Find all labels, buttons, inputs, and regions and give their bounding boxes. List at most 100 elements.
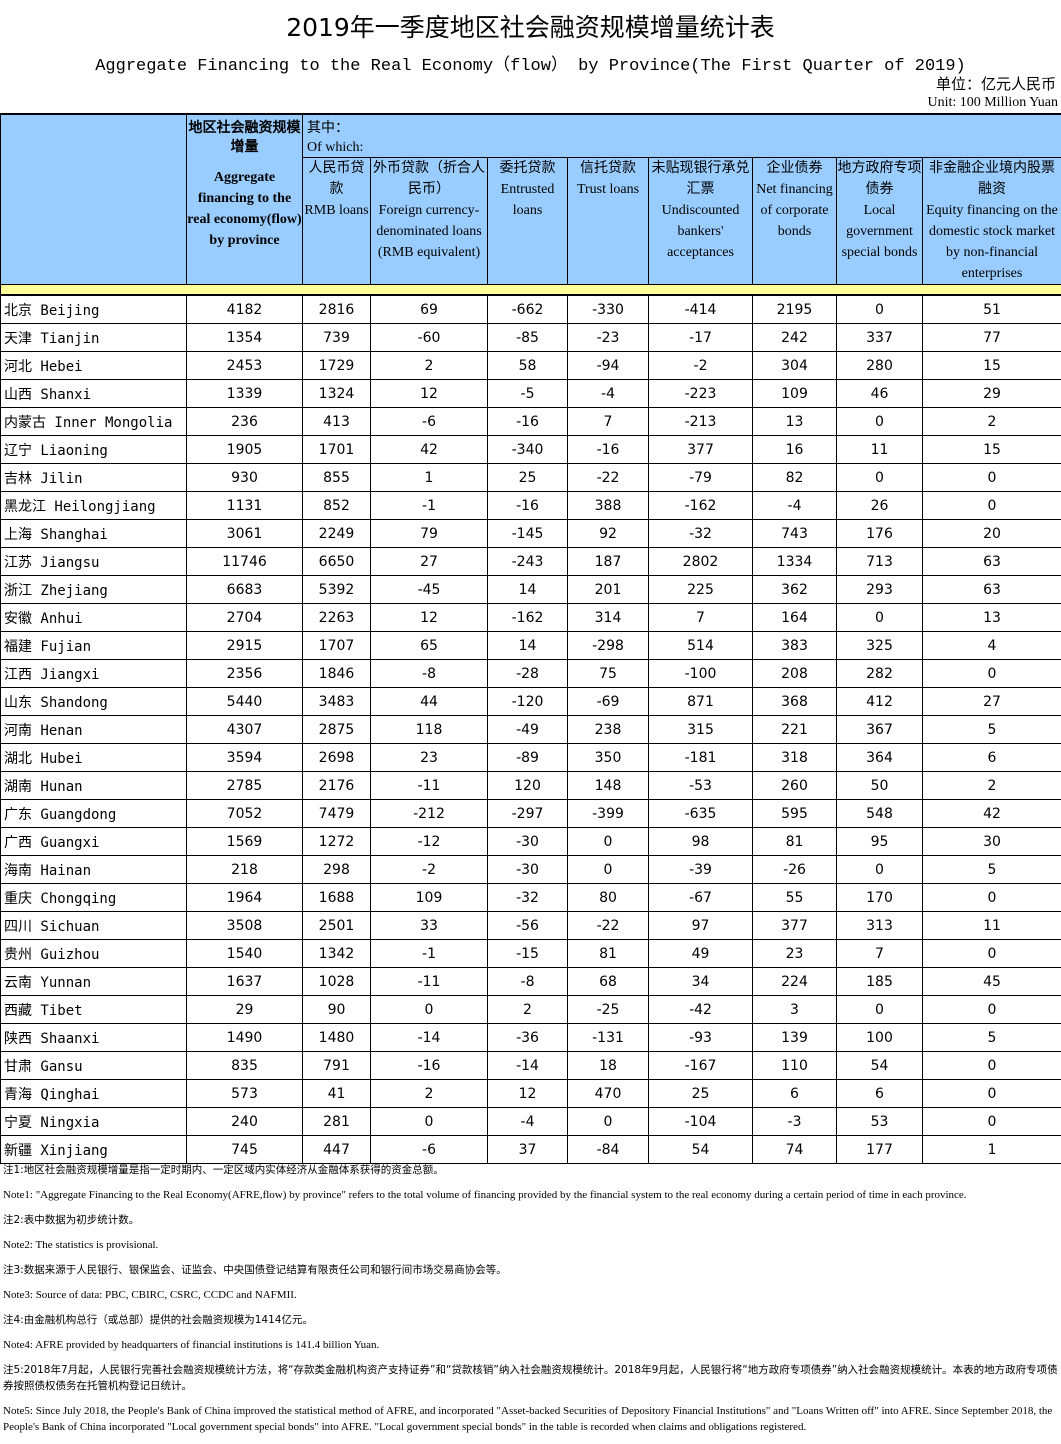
value-cell: 1637 xyxy=(187,968,303,996)
value-cell: -42 xyxy=(649,996,753,1024)
value-cell: 81 xyxy=(568,940,649,968)
value-cell: 1540 xyxy=(187,940,303,968)
value-cell: 470 xyxy=(568,1080,649,1108)
value-cell: 221 xyxy=(753,716,837,744)
value-cell: 13 xyxy=(753,408,837,436)
value-cell: 1 xyxy=(371,464,488,492)
value-cell: -85 xyxy=(488,324,568,352)
value-cell: 3 xyxy=(753,996,837,1024)
value-cell: 240 xyxy=(187,1108,303,1136)
separator-row xyxy=(1,285,1061,296)
value-cell: 79 xyxy=(371,520,488,548)
value-cell: 3594 xyxy=(187,744,303,772)
value-cell: 0 xyxy=(837,996,923,1024)
value-cell: 201 xyxy=(568,576,649,604)
value-cell: 791 xyxy=(303,1052,371,1080)
value-cell: -104 xyxy=(649,1108,753,1136)
value-cell: 0 xyxy=(837,464,923,492)
value-cell: 1707 xyxy=(303,632,371,660)
column-en: Trust loans xyxy=(568,179,648,200)
value-cell: 236 xyxy=(187,408,303,436)
value-cell: 58 xyxy=(488,352,568,380)
value-cell: 14 xyxy=(488,632,568,660)
value-cell: 139 xyxy=(753,1024,837,1052)
province-cell: 安徽 Anhui xyxy=(1,604,187,632)
value-cell: 164 xyxy=(753,604,837,632)
province-cell: 宁夏 Ningxia xyxy=(1,1108,187,1136)
value-cell: 5 xyxy=(923,1024,1061,1052)
value-cell: 75 xyxy=(568,660,649,688)
value-cell: -4 xyxy=(753,492,837,520)
value-cell: 3483 xyxy=(303,688,371,716)
value-cell: 37 xyxy=(488,1136,568,1164)
value-cell: 16 xyxy=(753,436,837,464)
value-cell: -212 xyxy=(371,800,488,828)
value-cell: 15 xyxy=(923,436,1061,464)
value-cell: 224 xyxy=(753,968,837,996)
value-cell: 383 xyxy=(753,632,837,660)
column-en: RMB loans xyxy=(303,200,370,221)
value-cell: -14 xyxy=(488,1052,568,1080)
note: 注1:地区社会融资规模增量是指一定时期内、一定区域内实体经济从金融体系获得的资金… xyxy=(3,1162,1058,1178)
value-cell: 1905 xyxy=(187,436,303,464)
value-cell: 1480 xyxy=(303,1024,371,1052)
value-cell: 0 xyxy=(837,408,923,436)
value-cell: -8 xyxy=(488,968,568,996)
column-en: Foreign currency-denominated loans (RMB … xyxy=(371,200,487,263)
column-en: Net financing of corporate bonds xyxy=(753,179,836,242)
value-cell: -4 xyxy=(488,1108,568,1136)
column-en: Equity financing on the domestic stock m… xyxy=(923,200,1061,284)
value-cell: 6683 xyxy=(187,576,303,604)
value-cell: -11 xyxy=(371,772,488,800)
province-cell: 贵州 Guizhou xyxy=(1,940,187,968)
province-cell: 河南 Henan xyxy=(1,716,187,744)
value-cell: -69 xyxy=(568,688,649,716)
value-cell: 23 xyxy=(753,940,837,968)
value-cell: 25 xyxy=(649,1080,753,1108)
value-cell: -131 xyxy=(568,1024,649,1052)
value-cell: 44 xyxy=(371,688,488,716)
value-cell: 413 xyxy=(303,408,371,436)
value-cell: 855 xyxy=(303,464,371,492)
note: 注3:数据来源于人民银行、银保监会、证监会、中央国债登记结算有限责任公司和银行间… xyxy=(3,1262,1058,1278)
value-cell: -84 xyxy=(568,1136,649,1164)
value-cell: 50 xyxy=(837,772,923,800)
value-cell: 80 xyxy=(568,884,649,912)
value-cell: 0 xyxy=(837,604,923,632)
value-cell: 49 xyxy=(649,940,753,968)
column-en: Entrusted loans xyxy=(488,179,567,221)
value-cell: -162 xyxy=(488,604,568,632)
value-cell: 65 xyxy=(371,632,488,660)
value-cell: -662 xyxy=(488,295,568,324)
province-cell: 湖北 Hubei xyxy=(1,744,187,772)
value-cell: 187 xyxy=(568,548,649,576)
note: Note1: "Aggregate Financing to the Real … xyxy=(3,1187,1058,1203)
value-cell: 1729 xyxy=(303,352,371,380)
note: 注2:表中数据为初步统计数。 xyxy=(3,1212,1058,1228)
value-cell: -94 xyxy=(568,352,649,380)
value-cell: 45 xyxy=(923,968,1061,996)
value-cell: 29 xyxy=(187,996,303,1024)
value-cell: 2 xyxy=(923,408,1061,436)
aggregate-cn: 地区社会融资规模增量 xyxy=(187,119,302,157)
value-cell: 871 xyxy=(649,688,753,716)
value-cell: 26 xyxy=(837,492,923,520)
column-en: Local government special bonds xyxy=(837,200,922,263)
value-cell: 176 xyxy=(837,520,923,548)
value-cell: -79 xyxy=(649,464,753,492)
value-cell: 350 xyxy=(568,744,649,772)
value-cell: 242 xyxy=(753,324,837,352)
value-cell: -145 xyxy=(488,520,568,548)
note: 注4:由金融机构总行（或总部）提供的社会融资规模为1414亿元。 xyxy=(3,1312,1058,1328)
column-cn: 人民币贷款 xyxy=(303,158,370,200)
value-cell: 930 xyxy=(187,464,303,492)
value-cell: 42 xyxy=(371,436,488,464)
